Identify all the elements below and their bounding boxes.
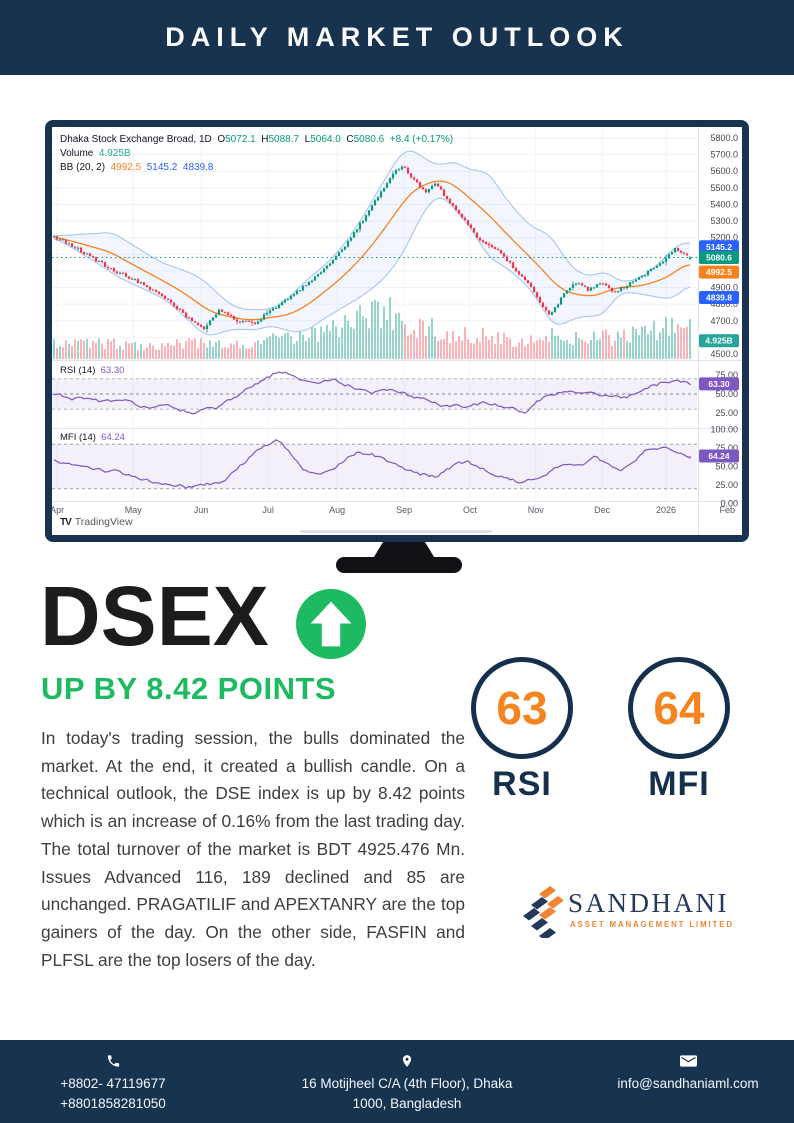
header: DAILY MARKET OUTLOOK [0,0,794,75]
svg-text:5500.0: 5500.0 [710,183,738,193]
rsi-gauge: 63 [471,657,573,759]
svg-text:5400.0: 5400.0 [710,199,738,209]
svg-text:50.00: 50.00 [715,389,738,399]
headline-subtitle: UP BY 8.42 POINTS [41,671,337,706]
svg-text:4839.8: 4839.8 [706,293,732,303]
svg-text:0.00: 0.00 [720,499,738,509]
svg-text:5700.0: 5700.0 [710,150,738,160]
company-name: SANDHANI [568,888,729,918]
svg-text:4700.0: 4700.0 [710,316,738,326]
footer-email-block: info@sandhaniaml.com [588,1052,788,1094]
svg-text:Jun: Jun [194,505,209,515]
chart-legend-symbol: Dhaka Stock Exchange Broad, 1D O5072.1 H… [60,134,454,145]
svg-text:5300.0: 5300.0 [710,216,738,226]
rsi-gauge-value: 63 [496,682,548,734]
chart-scrollbar[interactable] [300,530,492,533]
svg-text:4800.0: 4800.0 [710,299,738,309]
svg-text:Dec: Dec [594,505,611,515]
mfi-gauge-value: 64 [653,682,705,734]
footer-phone-block: +8802- 47119677 +8801858281050 [33,1052,193,1114]
svg-text:4500.0: 4500.0 [710,349,738,359]
index-name: DSEX [40,569,269,663]
svg-text:Feb: Feb [720,505,736,515]
page-title: DAILY MARKET OUTLOOK [165,22,629,52]
svg-text:50.00: 50.00 [715,462,738,472]
svg-text:2026: 2026 [656,505,676,515]
svg-text:100.00: 100.00 [710,425,738,435]
svg-text:4900.0: 4900.0 [710,283,738,293]
svg-text:Apr: Apr [52,505,64,515]
svg-text:5800.0: 5800.0 [710,133,738,143]
mfi-gauge-label: MFI [648,765,710,803]
svg-text:4992.5: 4992.5 [706,267,732,277]
rsi-pane-legend: RSI (14) 63.30 [60,365,125,376]
svg-text:Oct: Oct [463,505,478,515]
svg-text:75.00: 75.00 [715,443,738,453]
up-arrow-icon [296,589,366,659]
footer-address-block: 16 Motijheel C/A (4th Floor), Dhaka 1000… [267,1052,547,1114]
footer-phone-1[interactable]: +8802- 47119677 [60,1076,166,1091]
footer-address-1: 16 Motijheel C/A (4th Floor), Dhaka [301,1076,513,1091]
svg-text:May: May [125,505,143,515]
footer-address-2: 1000, Bangladesh [352,1096,462,1111]
footer-email[interactable]: info@sandhaniaml.com [617,1076,759,1091]
monitor-frame: 4500.04600.04700.04800.04900.05000.05100… [45,120,749,542]
mfi-gauge: 64 [628,657,730,759]
email-icon [679,1055,697,1067]
svg-text:25.00: 25.00 [715,408,738,418]
svg-text:Sep: Sep [396,505,412,515]
phone-icon [107,1055,119,1067]
svg-text:4.925B: 4.925B [705,336,732,346]
tradingview-logo[interactable]: TV TradingView [60,516,133,528]
chart-legend-volume: Volume 4.925B [60,148,131,159]
trading-chart[interactable]: 4500.04600.04700.04800.04900.05000.05100… [52,127,742,535]
location-pin-icon [402,1055,412,1067]
chart-legend-bollinger: BB (20, 2) 4992.5 5145.2 4839.8 [60,162,214,173]
monitor-stand-base [336,557,462,573]
candlestick-chart-canvas[interactable]: 4500.04600.04700.04800.04900.05000.05100… [52,127,742,535]
svg-text:Aug: Aug [329,505,345,515]
mfi-pane-legend: MFI (14) 64.24 [60,432,125,443]
svg-text:64.24: 64.24 [708,451,730,461]
svg-text:5145.2: 5145.2 [706,242,732,252]
company-tagline: ASSET MANAGEMENT LIMITED [570,920,734,929]
market-summary-text: In today's trading session, the bulls do… [41,728,465,970]
svg-text:Nov: Nov [528,505,545,515]
svg-text:Jul: Jul [262,505,274,515]
monitor-stand-neck [374,542,434,557]
svg-text:63.30: 63.30 [708,379,730,389]
svg-text:5080.6: 5080.6 [706,253,732,263]
svg-text:25.00: 25.00 [715,480,738,490]
svg-text:75.00: 75.00 [715,370,738,380]
sandhani-logo-icon [523,886,563,938]
rsi-gauge-label: RSI [492,765,552,803]
svg-text:5600.0: 5600.0 [710,166,738,176]
company-logo: SANDHANI ASSET MANAGEMENT LIMITED [523,884,748,942]
footer-phone-2[interactable]: +8801858281050 [60,1096,166,1111]
footer: +8802- 47119677 +8801858281050 16 Motijh… [0,1040,794,1123]
tradingview-icon: TV [60,516,72,528]
svg-text:5200.0: 5200.0 [710,233,738,243]
